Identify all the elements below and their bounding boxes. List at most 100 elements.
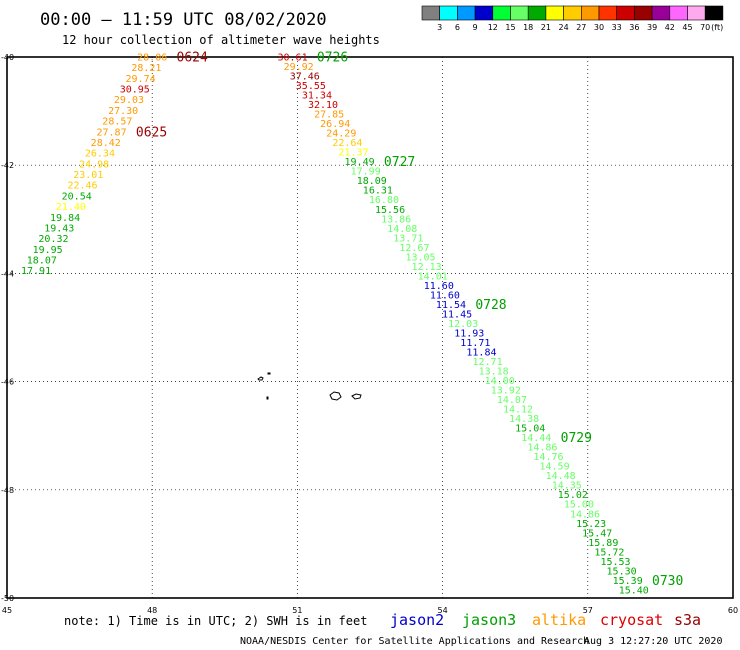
satellite-label: altika [532, 611, 586, 629]
track-b-value-label: 15.00 [564, 500, 594, 511]
colorbar-swatch [474, 5, 494, 21]
colorbar-swatch [580, 5, 600, 21]
colorbar-tick-label: 39 [647, 23, 657, 32]
track-a-value-label: 19.84 [50, 213, 80, 224]
track-b-value-label: 15.04 [515, 424, 545, 435]
track-b-value-label: 15.02 [558, 490, 588, 501]
track-b-value-label: 13.86 [381, 214, 411, 225]
island-outline [257, 376, 264, 381]
track-b-value-label: 15.23 [576, 519, 606, 530]
track-b-time-label: 0726 [317, 51, 348, 66]
track-b-value-label: 15.89 [588, 538, 618, 549]
track-a-value-label: 17.91 [21, 266, 51, 277]
track-b-value-label: 14.76 [533, 452, 563, 463]
track-a-value-label: 29.74 [126, 74, 156, 85]
track-a-value-label: 29.03 [114, 95, 144, 106]
colorbar-tick-label: 30 [594, 23, 604, 32]
x-tick-label: 45 [2, 606, 12, 615]
satellite-label: jason2 [390, 611, 444, 629]
colorbar-swatch [545, 5, 564, 21]
track-a-value-label: 24.98 [79, 159, 109, 170]
island-outline [267, 372, 271, 375]
colorbar-swatch [616, 5, 635, 21]
y-tick-label: -40 [1, 53, 14, 62]
land-outlines [257, 372, 362, 401]
track-b-value-label: 14.86 [570, 509, 600, 520]
colorbar-tick-label: 36 [629, 23, 639, 32]
track-b-value-label: 14.35 [552, 481, 582, 492]
track-a-value-label: 26.34 [85, 149, 115, 160]
colorbar-tick-label: 18 [523, 23, 533, 32]
chart-subtitle: 12 hour collection of altimeter wave hei… [62, 33, 380, 47]
track-b-value-label: 14.48 [546, 471, 576, 482]
track-a-value-label: 19.95 [33, 245, 63, 256]
track-b-value-label: 11.45 [442, 309, 472, 320]
island-outline [329, 391, 342, 401]
track-b-value-label: 15.47 [582, 528, 612, 539]
track-b-value-label: 18.09 [357, 176, 387, 187]
wave-height-labels: 28.0628.2129.7430.9529.0327.3028.5727.87… [21, 51, 683, 597]
track-a-value-label: 27.87 [96, 127, 126, 138]
y-tick-label: -46 [1, 378, 14, 387]
track-a-value-label: 23.01 [73, 170, 103, 181]
track-a-value-label: 18.07 [27, 256, 57, 267]
track-b-value-label: 32.10 [308, 100, 338, 111]
track-b-value-label: 11.84 [466, 347, 496, 358]
track-b-value-label: 11.60 [430, 290, 460, 301]
track-b-value-label: 14.00 [485, 376, 515, 387]
track-a-value-label: 20.54 [62, 191, 92, 202]
colorbar-swatch [704, 5, 724, 21]
track-b-value-label: 26.94 [320, 119, 350, 130]
track-b-value-label: 14.12 [503, 405, 533, 416]
track-a-time-label: 0624 [177, 51, 208, 66]
colorbar-tick-label: 15 [505, 23, 515, 32]
colorbar-swatch [598, 5, 618, 21]
track-b-value-label: 16.31 [363, 186, 393, 197]
x-tick-label: 54 [438, 606, 448, 615]
track-b-value-label: 11.71 [460, 338, 490, 349]
colorbar-tick-label: 27 [576, 23, 586, 32]
track-a-time-label: 0625 [136, 125, 167, 140]
footer-credit: NOAA/NESDIS Center for Satellite Applica… [240, 636, 589, 647]
colorbar-tick-label: 12 [488, 23, 498, 32]
track-b-value-label: 12.67 [399, 243, 429, 254]
colorbar-tick-label: 33 [612, 23, 622, 32]
y-tick-label: -44 [1, 269, 14, 278]
satellite-legend: jason2 jason3 altika cryosat s3a [390, 611, 701, 629]
colorbar-tick-label: 3 [437, 23, 442, 32]
colorbar-tick-label: 21 [541, 23, 551, 32]
colorbar-swatch [492, 5, 511, 21]
track-b-value-label: 13.71 [393, 233, 423, 244]
colorbar-swatch [527, 5, 547, 21]
y-tick-label: -48 [1, 486, 14, 495]
track-b-value-label: 12.71 [472, 357, 502, 368]
track-b-value-label: 27.85 [314, 110, 344, 121]
colorbar-swatch [634, 5, 653, 21]
colorbar-swatch [421, 5, 441, 21]
track-b-value-label: 14.59 [540, 462, 570, 473]
track-b-value-label: 37.46 [290, 72, 320, 83]
track-b-value-label: 15.53 [600, 557, 630, 568]
track-b-value-label: 21.37 [338, 148, 368, 159]
track-a-value-label: 28.57 [102, 117, 132, 128]
colorbar-tick-label: 6 [455, 23, 460, 32]
x-tick-label: 60 [728, 606, 738, 615]
track-b-value-label: 14.08 [387, 224, 417, 235]
track-b-value-label: 15.30 [607, 566, 637, 577]
colorbar-tick-label: 70 [700, 23, 710, 32]
track-b-value-label: 11.60 [424, 281, 454, 292]
track-b-value-label: 22.64 [332, 138, 362, 149]
track-b-value-label: 29.92 [284, 62, 314, 73]
island-outline [266, 396, 269, 400]
track-b-value-label: 14.44 [521, 433, 551, 444]
colorbar-swatch [457, 5, 476, 21]
track-b-value-label: 12.03 [448, 319, 478, 330]
x-tick-label: 57 [583, 606, 593, 615]
track-b-value-label: 13.05 [405, 252, 435, 263]
track-b-value-label: 15.56 [375, 205, 405, 216]
colorbar-tick-label: 45 [682, 23, 692, 32]
track-a-value-label: 21.40 [56, 202, 86, 213]
track-b-value-label: 17.99 [351, 167, 381, 178]
track-b-value-label: 14.38 [509, 414, 539, 425]
